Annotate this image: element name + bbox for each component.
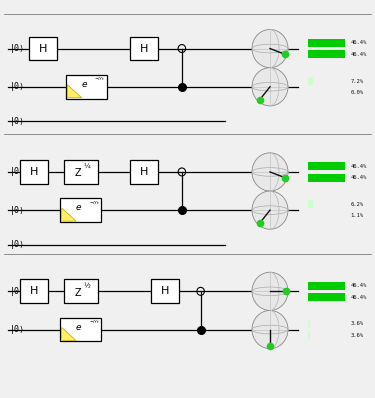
Text: Z: Z <box>75 287 81 298</box>
FancyBboxPatch shape <box>130 37 159 60</box>
Polygon shape <box>62 208 76 221</box>
Text: H: H <box>30 167 38 177</box>
FancyBboxPatch shape <box>308 293 345 301</box>
Text: ¼: ¼ <box>83 164 90 170</box>
Text: |0⟩: |0⟩ <box>9 206 24 215</box>
Text: H: H <box>140 167 148 177</box>
Text: |0⟩: |0⟩ <box>9 240 24 249</box>
Text: $e$: $e$ <box>75 323 82 332</box>
FancyBboxPatch shape <box>20 160 48 184</box>
Text: 46.4%: 46.4% <box>351 164 367 169</box>
Circle shape <box>252 310 288 349</box>
Text: 6.2%: 6.2% <box>351 202 364 207</box>
Text: H: H <box>39 43 47 54</box>
Text: $e$: $e$ <box>75 203 82 212</box>
FancyBboxPatch shape <box>60 318 101 341</box>
FancyBboxPatch shape <box>308 77 314 85</box>
Text: 46.4%: 46.4% <box>351 52 367 57</box>
FancyBboxPatch shape <box>308 50 345 58</box>
Text: |0⟩: |0⟩ <box>9 82 24 91</box>
Text: 46.4%: 46.4% <box>351 283 367 288</box>
Text: 1.1%: 1.1% <box>351 213 364 219</box>
FancyBboxPatch shape <box>151 279 179 303</box>
Text: 3.6%: 3.6% <box>351 321 364 326</box>
FancyBboxPatch shape <box>308 282 345 290</box>
Text: H: H <box>140 43 148 54</box>
FancyBboxPatch shape <box>66 75 107 99</box>
Text: 3.6%: 3.6% <box>351 333 364 338</box>
FancyBboxPatch shape <box>20 279 48 303</box>
FancyBboxPatch shape <box>130 160 159 184</box>
Text: H: H <box>30 286 38 297</box>
FancyBboxPatch shape <box>308 39 345 47</box>
FancyBboxPatch shape <box>308 174 345 181</box>
Text: 0.0%: 0.0% <box>351 90 364 95</box>
Text: 46.4%: 46.4% <box>351 295 367 300</box>
FancyBboxPatch shape <box>29 37 57 60</box>
Text: 46.4%: 46.4% <box>351 40 367 45</box>
Circle shape <box>252 272 288 310</box>
FancyBboxPatch shape <box>308 162 345 170</box>
Polygon shape <box>62 328 76 341</box>
Text: H: H <box>161 286 169 297</box>
Text: |0⟩: |0⟩ <box>9 168 24 176</box>
Text: $^{-iYt}$: $^{-iYt}$ <box>89 320 101 325</box>
Circle shape <box>252 29 288 68</box>
FancyBboxPatch shape <box>308 201 312 209</box>
Circle shape <box>252 68 288 106</box>
FancyBboxPatch shape <box>64 160 98 184</box>
Text: |0⟩: |0⟩ <box>9 117 24 126</box>
FancyBboxPatch shape <box>60 198 101 222</box>
Polygon shape <box>67 85 82 98</box>
Text: $^{-iYt}$: $^{-iYt}$ <box>94 77 106 82</box>
Text: |0⟩: |0⟩ <box>9 44 24 53</box>
Text: 7.2%: 7.2% <box>351 78 364 84</box>
Circle shape <box>252 191 288 229</box>
Text: ½: ½ <box>83 283 90 289</box>
FancyBboxPatch shape <box>308 331 310 339</box>
Text: 46.4%: 46.4% <box>351 175 367 180</box>
Text: $e$: $e$ <box>81 80 88 89</box>
Text: |0⟩: |0⟩ <box>9 325 24 334</box>
FancyBboxPatch shape <box>64 279 98 303</box>
Text: Z: Z <box>75 168 81 178</box>
Text: $^{-iYt}$: $^{-iYt}$ <box>89 201 101 205</box>
FancyBboxPatch shape <box>308 320 310 328</box>
Text: |0⟩: |0⟩ <box>9 287 24 296</box>
Circle shape <box>252 153 288 191</box>
